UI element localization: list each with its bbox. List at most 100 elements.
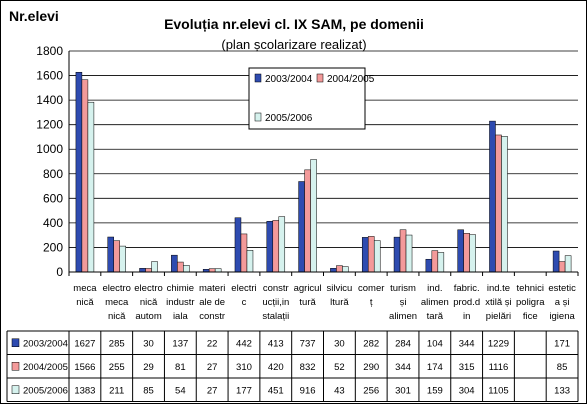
category-label: a și [555,297,570,308]
table-series-name: 2004/2005 [23,362,68,373]
bar [310,159,317,273]
bar [425,258,433,273]
bar [405,234,413,273]
category-label: ltură [330,297,349,308]
table-cell: 30 [143,338,154,349]
table-cell: 174 [427,362,443,373]
table-cell: 137 [172,338,188,349]
bar [81,79,89,273]
table-cell: 1116 [489,362,509,373]
table-cell: 413 [268,338,284,349]
table-cell: 1566 [74,362,95,373]
category-label: autom [135,311,161,322]
bar [495,134,502,273]
category-label: in [463,311,470,322]
table-cell: 29 [143,362,154,373]
bar [151,261,158,273]
table-cell: 737 [300,338,316,349]
category-label: poligra [516,297,545,308]
table-cell: 256 [363,385,379,396]
category-label: nică [108,311,126,322]
bar [342,266,349,273]
y-tick-label: 1800 [36,44,63,58]
bar [240,233,248,273]
table-legend-key [11,362,20,371]
bar [431,250,439,273]
category-label: comer [358,283,384,294]
category-label: nică [140,297,158,308]
legend-swatch [254,73,262,83]
legend-swatch [316,73,324,83]
category-label: ale de [199,297,225,308]
bar [177,261,184,273]
table-cell: 420 [268,362,284,373]
category-label: ind.te [487,283,510,294]
table-series-name: 2005/2006 [23,385,68,396]
bar [75,71,83,273]
category-label: iala [173,311,189,322]
y-tick-label: 1400 [36,93,63,107]
category-label: și [400,297,407,308]
category-label: ind. [427,283,442,294]
bar [361,237,369,273]
chart-subtitle: (plan școlarizare realizat) [221,37,366,52]
table-cell: 310 [236,362,252,373]
table-cell: 54 [175,385,186,396]
bar [564,255,572,273]
category-label: prod.d [453,297,480,308]
y-tick-label: 1200 [36,118,63,132]
y-tick-label: 1600 [36,69,63,83]
table-cell: 27 [207,385,218,396]
bar [399,229,407,273]
bar [469,234,476,273]
category-label: materi [199,283,225,294]
category-label: silvicu [326,283,352,294]
category-label: tară [427,311,444,322]
table-cell: 284 [395,338,411,349]
table-cell: 1105 [488,385,508,396]
legend-label: 2004/2005 [327,74,375,85]
bar [183,265,190,273]
bar [119,245,126,273]
bar [87,101,95,273]
category-label: electro [102,283,131,294]
table-cell: 301 [395,385,411,396]
category-label: constr [263,283,289,294]
bar [298,181,305,273]
table-cell: 171 [554,338,570,349]
y-tick-label: 400 [43,216,63,230]
y-tick-label: 800 [43,167,63,181]
y-tick-label: 0 [56,265,63,279]
bar [336,265,343,273]
bar [367,236,375,273]
category-label: fabric. [454,283,480,294]
table-cell: 304 [459,385,475,396]
category-label: c [242,297,247,308]
bar [113,240,120,273]
table-cell: 1229 [488,338,509,349]
bar [373,240,381,273]
table-cell: 344 [459,338,475,349]
bars [75,71,572,273]
legend-swatch [254,112,262,122]
category-label: igiena [549,311,575,322]
table-cell: 344 [395,362,411,373]
table-cell: 211 [109,385,124,396]
table-cell: 133 [554,385,570,396]
category-label: estetic [548,283,576,294]
legend-label: 2003/2004 [265,74,313,85]
category-label: pielări [486,311,511,322]
category-label: chimie [167,283,194,294]
bar [139,268,146,273]
category-label: ucții,in [262,297,289,308]
table-legend-key [11,385,20,394]
category-label: industr [166,297,195,308]
table-cell: 290 [363,362,379,373]
y-tick-label: 200 [43,240,63,254]
table-cell: 22 [207,338,218,349]
table-cell: 104 [427,338,443,349]
chart-title: Evoluția nr.elevi cl. IX SAM, pe domenii [164,16,424,32]
table-cell: 285 [109,338,125,349]
